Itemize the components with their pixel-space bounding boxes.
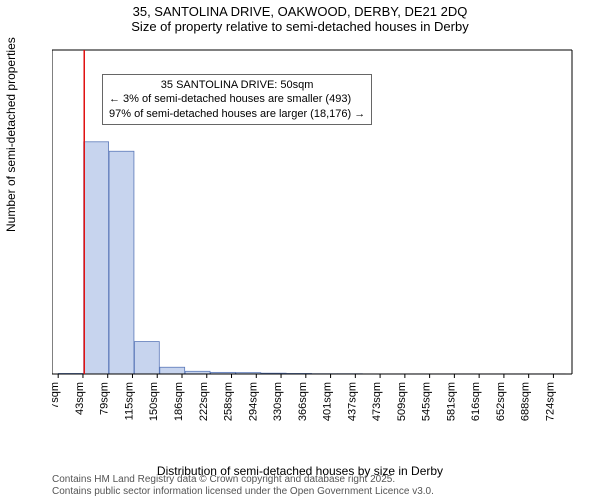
- footer-line2: Contains public sector information licen…: [52, 486, 434, 498]
- svg-text:581sqm: 581sqm: [445, 382, 457, 421]
- svg-text:258sqm: 258sqm: [223, 382, 235, 421]
- svg-text:115sqm: 115sqm: [123, 382, 135, 420]
- svg-text:652sqm: 652sqm: [495, 382, 507, 421]
- svg-text:401sqm: 401sqm: [322, 382, 334, 421]
- annotation-line2: ← 3% of semi-detached houses are smaller…: [109, 92, 365, 106]
- chart-subtitle: Size of property relative to semi-detach…: [0, 19, 600, 34]
- footer: Contains HM Land Registry data © Crown c…: [52, 474, 434, 498]
- svg-text:724sqm: 724sqm: [544, 382, 556, 421]
- svg-text:150sqm: 150sqm: [148, 382, 160, 421]
- chart-titles: 35, SANTOLINA DRIVE, OAKWOOD, DERBY, DE2…: [0, 0, 600, 34]
- svg-text:473sqm: 473sqm: [371, 382, 383, 421]
- svg-text:79sqm: 79sqm: [99, 382, 111, 415]
- svg-text:509sqm: 509sqm: [396, 382, 408, 421]
- annotation-line1: 35 SANTOLINA DRIVE: 50sqm: [109, 78, 365, 92]
- chart-title: 35, SANTOLINA DRIVE, OAKWOOD, DERBY, DE2…: [0, 4, 600, 19]
- svg-text:330sqm: 330sqm: [272, 382, 284, 421]
- svg-text:545sqm: 545sqm: [421, 382, 433, 421]
- svg-text:222sqm: 222sqm: [198, 382, 210, 421]
- svg-text:437sqm: 437sqm: [346, 382, 358, 421]
- svg-text:366sqm: 366sqm: [297, 382, 309, 421]
- footer-line1: Contains HM Land Registry data © Crown c…: [52, 474, 434, 486]
- svg-text:294sqm: 294sqm: [247, 382, 259, 421]
- chart-area: 0200040006000800010000120007sqm43sqm79sq…: [52, 44, 578, 424]
- svg-text:43sqm: 43sqm: [74, 382, 86, 415]
- annotation-box: 35 SANTOLINA DRIVE: 50sqm ← 3% of semi-d…: [102, 74, 372, 125]
- svg-text:186sqm: 186sqm: [173, 382, 185, 421]
- svg-text:616sqm: 616sqm: [470, 382, 482, 421]
- annotation-line3: 97% of semi-detached houses are larger (…: [109, 107, 365, 121]
- y-axis-label: Number of semi-detached properties: [4, 37, 18, 232]
- svg-text:7sqm: 7sqm: [52, 382, 61, 409]
- svg-text:688sqm: 688sqm: [520, 382, 532, 421]
